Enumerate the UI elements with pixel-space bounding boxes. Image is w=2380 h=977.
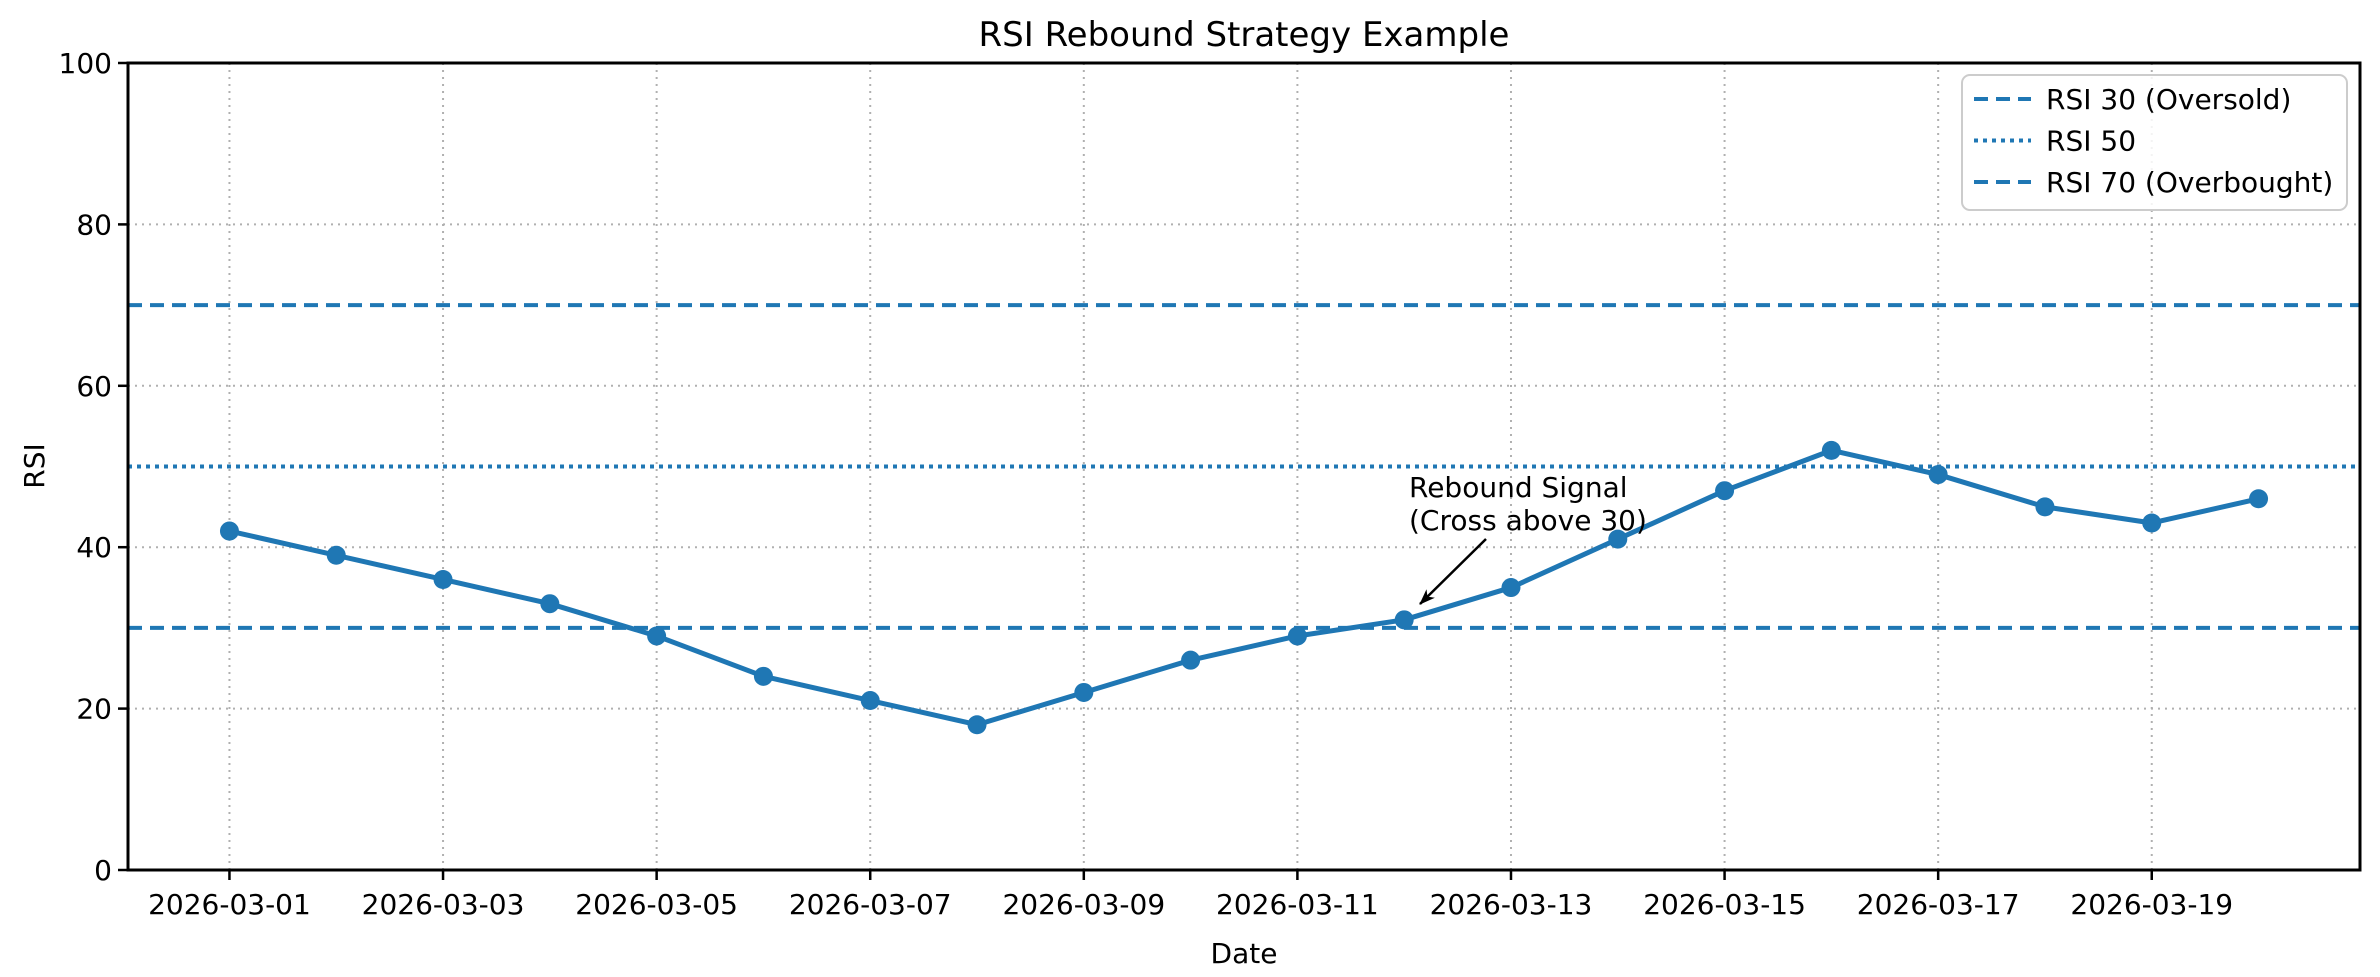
x-tick-label: 2026-03-03: [362, 888, 525, 921]
data-point: [1287, 626, 1307, 646]
data-point: [433, 569, 453, 589]
y-axis-label: RSI: [18, 443, 51, 489]
data-point: [2249, 489, 2269, 509]
rsi-line: [226, 447, 2262, 728]
y-tick-label: 40: [76, 531, 112, 564]
plot-area: 2026-03-01 2026-03-03 2026-03-05 2026-03-07…: [59, 47, 2362, 921]
data-point: [1394, 610, 1414, 630]
data-point: [647, 626, 667, 646]
legend-box: [1961, 74, 2348, 211]
chart-title: RSI Rebound Strategy Example: [979, 15, 1510, 55]
legend: RSI 30 (Oversold) RSI 50 RSI 70 (Overbou…: [1961, 74, 2348, 211]
annotation-text-line2: (Cross above 30): [1409, 504, 1647, 537]
annotation: Rebound Signal (Cross above 30): [1409, 471, 1647, 605]
data-point: [326, 545, 346, 565]
y-tick-label: 0: [94, 854, 112, 887]
data-point: [540, 594, 560, 614]
legend-item-rsi50: RSI 50: [1974, 125, 2136, 158]
y-tick-label: 100: [59, 47, 112, 80]
x-tick-label: 2026-03-17: [1857, 888, 2020, 921]
annotation-arrow: [1419, 538, 1487, 605]
x-tick-label: 2026-03-09: [1002, 888, 1165, 921]
x-tick-label: 2026-03-15: [1643, 888, 1806, 921]
legend-item-rsi30: RSI 30 (Oversold): [1974, 83, 2291, 116]
x-tick-label: 2026-03-05: [575, 888, 738, 921]
x-tick-label: 2026-03-13: [1430, 888, 1593, 921]
data-point: [2142, 513, 2162, 533]
data-point: [1501, 578, 1521, 598]
legend-label-rsi50: RSI 50: [2046, 125, 2136, 158]
data-point: [1181, 650, 1201, 670]
data-point: [2035, 497, 2055, 517]
x-axis-label: Date: [1211, 937, 1278, 970]
y-tick-label: 20: [76, 693, 112, 726]
data-point: [1928, 465, 1948, 485]
x-tick-label: 2026-03-11: [1216, 888, 1379, 921]
data-point: [753, 666, 773, 686]
y-tick-label: 60: [76, 370, 112, 403]
data-point: [1715, 481, 1735, 501]
data-point: [1821, 440, 1841, 460]
y-tick-label: 80: [76, 208, 112, 241]
plot-border: [126, 61, 2362, 872]
legend-label-rsi30: RSI 30 (Oversold): [2046, 83, 2291, 116]
legend-item-rsi70: RSI 70 (Overbought): [1974, 166, 2333, 199]
x-tick-label: 2026-03-19: [2070, 888, 2233, 921]
annotation-text-line1: Rebound Signal: [1409, 471, 1628, 504]
data-point: [1074, 682, 1094, 702]
data-point: [860, 691, 880, 711]
data-point: [219, 521, 239, 541]
x-tick-label: 2026-03-01: [148, 888, 311, 921]
legend-label-rsi70: RSI 70 (Overbought): [2046, 166, 2333, 199]
data-point: [1608, 529, 1628, 549]
x-tick-label: 2026-03-07: [789, 888, 952, 921]
data-point: [967, 715, 987, 735]
